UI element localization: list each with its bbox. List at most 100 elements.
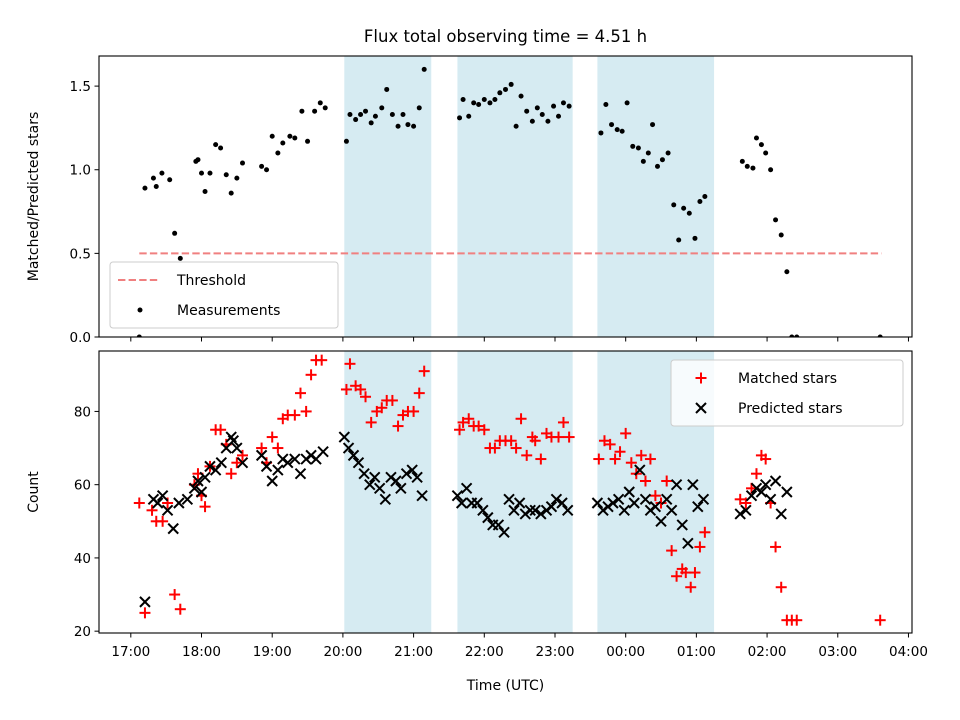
data-point-dot [153, 183, 159, 189]
data-point-dot [603, 102, 609, 108]
data-point-dot [305, 138, 311, 144]
data-point-dot [744, 163, 750, 169]
data-point-dot [405, 122, 411, 128]
y-tick-label: 1.5 [70, 79, 91, 95]
data-point-plus [272, 442, 284, 454]
data-point-x [623, 486, 635, 498]
data-point-x [411, 471, 423, 484]
data-point-dot [460, 96, 466, 102]
data-point-dot [665, 150, 671, 156]
data-point-dot [529, 118, 535, 124]
data-point-dot [640, 158, 646, 164]
data-point-plus [418, 365, 430, 377]
data-point-plus [775, 581, 787, 593]
data-point-dot [630, 143, 636, 149]
data-point-plus [639, 475, 651, 487]
data-point-dot [481, 96, 487, 102]
data-point-dot [534, 105, 540, 111]
x-tick-label: 17:00 [111, 644, 150, 660]
legend-box [670, 359, 904, 427]
data-point-plus [215, 424, 227, 436]
data-point-plus [199, 501, 211, 513]
data-point-x [272, 464, 284, 476]
data-point-x [482, 511, 494, 524]
data-point-plus [413, 387, 425, 399]
data-point-dot [269, 133, 275, 139]
shaded-window-0 [344, 56, 432, 337]
data-point-dot [379, 105, 385, 111]
shaded-window-2 [597, 56, 715, 337]
data-point-plus [689, 567, 701, 579]
x-tick-label: 19:00 [253, 644, 292, 660]
data-point-x [294, 467, 307, 480]
data-point-dot [172, 230, 178, 236]
data-point-dot [686, 210, 692, 216]
data-point-dot [789, 334, 795, 337]
data-point-dot [199, 170, 205, 176]
data-point-x [255, 449, 268, 462]
y-axis-label: Count [26, 471, 42, 513]
data-point-dot [400, 112, 406, 118]
data-point-x [503, 493, 515, 506]
y-tick-label: 80 [74, 404, 91, 420]
data-point-plus [593, 453, 605, 465]
data-point-dot [240, 160, 246, 166]
data-point-dot [136, 334, 142, 337]
data-point-plus [355, 383, 367, 395]
data-point-x [612, 493, 625, 506]
data-point-dot [167, 177, 173, 183]
data-point-dot [395, 123, 401, 129]
data-point-plus [169, 589, 181, 601]
x-axis-label: Time (UTC) [466, 678, 544, 694]
data-point-dot [497, 90, 503, 96]
data-point-dot [560, 100, 566, 106]
x-tick-label: 00:00 [606, 644, 645, 660]
data-point-x [759, 478, 772, 491]
data-point-plus [174, 603, 186, 615]
data-point-plus [685, 581, 697, 593]
data-point-plus [505, 435, 517, 447]
data-point-x [660, 493, 673, 506]
top-panel-ratio: 0.0 0.5 1.0 1.5 Matched/Predicted stars Thres… [26, 55, 913, 346]
data-point-dot [650, 122, 656, 128]
data-point-dot [159, 170, 165, 176]
data-point-dot [471, 100, 477, 106]
data-point-x [508, 504, 520, 517]
data-point-plus [740, 497, 752, 509]
data-point-dot [681, 205, 687, 211]
data-point-x [492, 519, 505, 531]
data-point-x [764, 493, 777, 506]
data-point-dot [457, 115, 463, 121]
data-point-dot [768, 167, 774, 173]
y-tick-label: 1.0 [70, 163, 91, 179]
data-point-dot [264, 167, 270, 173]
data-point-dot [384, 86, 390, 92]
data-point-x [227, 435, 240, 447]
data-point-plus [231, 457, 243, 469]
data-point-dot [358, 112, 364, 118]
data-point-plus [791, 614, 803, 626]
data-point-dot [556, 113, 562, 119]
shaded-window-1 [457, 56, 573, 337]
data-point-plus [649, 490, 661, 502]
data-point-x [524, 504, 536, 517]
data-point-plus [376, 402, 388, 414]
data-point-dot [195, 157, 201, 163]
data-point-dot [654, 163, 660, 169]
data-point-x [745, 489, 758, 502]
data-point-dot [275, 150, 281, 156]
series-dot [136, 66, 883, 337]
data-point-dot [142, 185, 148, 191]
data-point-dot [287, 133, 293, 139]
data-point-x [161, 504, 174, 517]
bottom-panel-count: 17:00 18:00 19:00 20:00 21:00 22:00 23:00 00:00… [26, 350, 928, 660]
y-tick-label: 0.0 [70, 330, 91, 346]
data-point-plus [340, 383, 352, 395]
data-point-dot [292, 135, 298, 141]
legend-box [109, 261, 339, 329]
data-point-x [358, 467, 370, 480]
data-point-plus [614, 446, 626, 458]
data-point-dot [280, 140, 286, 146]
data-point-dot [545, 118, 551, 124]
data-point-x [215, 456, 228, 469]
